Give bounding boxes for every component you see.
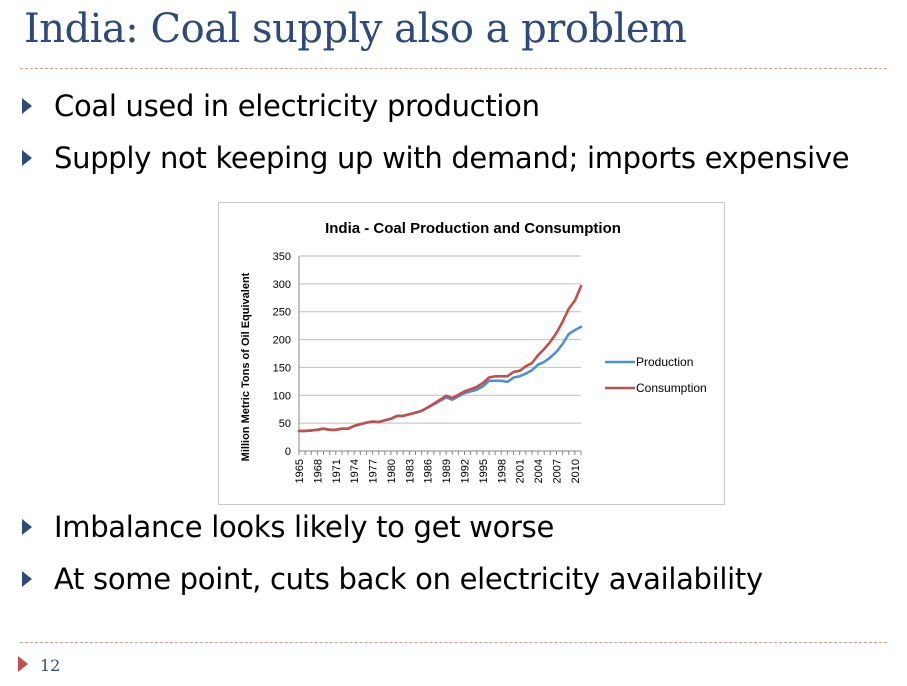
footer-divider (20, 642, 887, 643)
x-tick-label: 2010 (570, 459, 582, 483)
bullet-triangle-icon (22, 519, 32, 535)
y-tick-label: 50 (279, 418, 291, 430)
bullet-item: Imbalance looks likely to get worse (22, 505, 554, 549)
legend: Production Consumption (605, 355, 707, 395)
x-tick-label: 1983 (404, 459, 416, 483)
bullet-triangle-icon (22, 98, 32, 114)
x-tick-label: 1989 (441, 459, 453, 483)
x-tick-label: 1968 (312, 459, 324, 483)
page-number: 12 (40, 656, 61, 675)
bullet-triangle-icon (22, 571, 32, 587)
coal-chart: India - Coal Production and Consumption … (218, 202, 725, 505)
y-tick-label: 350 (273, 251, 291, 263)
x-tick-label: 1998 (496, 459, 508, 483)
legend-label-production: Production (636, 355, 693, 369)
bullet-text: Supply not keeping up with demand; impor… (54, 141, 850, 175)
bullet-text: At some point, cuts back on electricity … (54, 562, 763, 596)
series-line-consumption (297, 284, 583, 433)
x-tick-label: 2004 (533, 459, 545, 483)
x-tick-label: 2001 (515, 459, 527, 483)
legend-label-consumption: Consumption (636, 381, 707, 395)
bullet-triangle-icon (22, 150, 32, 166)
slide-title: India: Coal supply also a problem (24, 6, 687, 52)
title-divider (20, 68, 887, 69)
x-tick-label: 1974 (349, 459, 361, 483)
x-tick-label: 1986 (423, 459, 435, 483)
bullet-item: Supply not keeping up with demand; impor… (22, 136, 850, 180)
bullet-text: Coal used in electricity production (54, 89, 540, 123)
y-tick-label: 300 (273, 279, 291, 291)
y-axis-label: Million Metric Tons of Oil Equivalent (240, 272, 252, 461)
x-tick-label: 2007 (551, 459, 563, 483)
x-tick-label: 1995 (478, 459, 490, 483)
y-tick-label: 0 (285, 446, 291, 458)
x-tick-label: 1971 (331, 459, 343, 483)
x-tick-label: 1965 (294, 459, 306, 483)
footer-triangle-icon (18, 656, 28, 672)
bullet-text: Imbalance looks likely to get worse (54, 510, 555, 544)
x-tick-label: 1992 (460, 459, 472, 483)
gridlines (299, 255, 581, 452)
y-tick-label: 150 (273, 362, 291, 374)
chart-svg: India - Coal Production and Consumption … (240, 220, 707, 483)
x-tick-label: 1977 (368, 459, 380, 483)
chart-title: India - Coal Production and Consumption (325, 220, 621, 237)
series-lines (297, 284, 583, 433)
bullet-item: Coal used in electricity production (22, 84, 540, 128)
y-tick-label: 250 (273, 307, 291, 319)
x-tick-label: 1980 (386, 459, 398, 483)
y-tick-label: 200 (273, 335, 291, 347)
y-tick-label: 100 (273, 390, 291, 402)
axes: 0 50 100 150 200 250 300 350 1965 1968 1971 1974 197… (273, 251, 582, 483)
bullet-item: At some point, cuts back on electricity … (22, 557, 763, 601)
series-line-production (297, 325, 583, 433)
